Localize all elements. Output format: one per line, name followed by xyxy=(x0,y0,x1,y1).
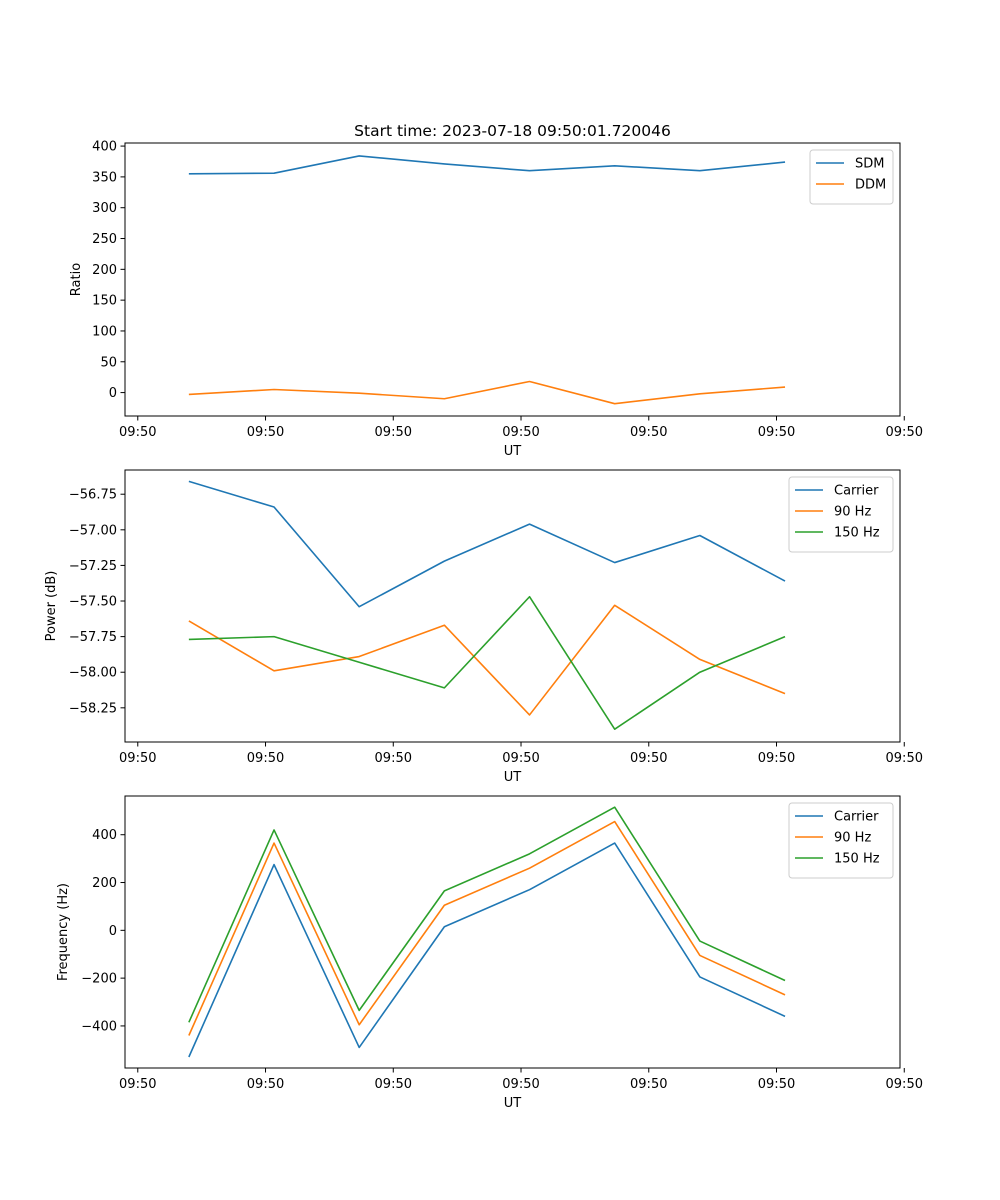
x-tick-label: 09:50 xyxy=(375,425,412,440)
chart-title: Start time: 2023-07-18 09:50:01.720046 xyxy=(354,122,671,140)
x-tick-label: 09:50 xyxy=(375,1077,412,1092)
y-tick-label: 400 xyxy=(92,828,117,843)
x-axis-label: UT xyxy=(504,770,522,785)
legend-label: DDM xyxy=(855,178,886,193)
x-tick-label: 09:50 xyxy=(886,1077,923,1092)
y-axis-label: Frequency (Hz) xyxy=(56,883,71,981)
y-tick-label: −57.00 xyxy=(69,523,117,538)
y-tick-label: 400 xyxy=(92,140,117,155)
x-tick-label: 09:50 xyxy=(247,1077,284,1092)
y-tick-label: 300 xyxy=(92,201,117,216)
x-tick-label: 09:50 xyxy=(119,751,156,766)
x-tick-label: 09:50 xyxy=(502,1077,539,1092)
legend-label: 150 Hz xyxy=(834,526,880,541)
y-tick-label: 200 xyxy=(92,876,117,891)
frequency-chart: 09:5009:5009:5009:5009:5009:5009:5009:51… xyxy=(56,795,923,1111)
axes-frame xyxy=(124,142,901,417)
x-tick-label: 09:50 xyxy=(502,425,539,440)
y-tick-label: 150 xyxy=(92,294,117,309)
legend-box xyxy=(788,802,894,879)
legend-label: Carrier xyxy=(834,810,879,825)
legend: Carrier 90 Hz 150 Hz xyxy=(788,476,894,553)
y-tick-label: −58.00 xyxy=(69,666,117,681)
legend-label: SDM xyxy=(855,157,884,172)
y-tick-label: −57.75 xyxy=(69,630,117,645)
y-tick-label: −56.75 xyxy=(69,488,117,503)
axes-frame xyxy=(124,469,901,743)
series-line-90-hz xyxy=(188,820,786,1036)
series-line-150-hz xyxy=(188,806,786,1023)
x-tick-label: 09:50 xyxy=(886,751,923,766)
series-line-sdm xyxy=(188,155,786,175)
legend: Carrier 90 Hz 150 Hz xyxy=(788,802,894,879)
y-tick-label: 100 xyxy=(92,324,117,339)
x-tick-label: 09:50 xyxy=(247,425,284,440)
x-tick-label: 09:50 xyxy=(630,1077,667,1092)
series-line-carrier xyxy=(188,842,786,1058)
x-tick-label: 09:50 xyxy=(119,1077,156,1092)
x-tick-label: 09:50 xyxy=(886,425,923,440)
y-tick-label: 0 xyxy=(109,924,117,939)
x-tick-label: 09:50 xyxy=(119,425,156,440)
series-line-150-hz xyxy=(188,595,786,730)
y-tick-label: 200 xyxy=(92,263,117,278)
y-tick-label: 50 xyxy=(100,355,117,370)
y-tick-label: −400 xyxy=(81,1019,117,1034)
x-tick-label: 09:50 xyxy=(630,751,667,766)
x-tick-label: 09:50 xyxy=(758,425,795,440)
series-line-carrier xyxy=(188,480,786,608)
legend-label: 150 Hz xyxy=(834,852,880,867)
legend-box xyxy=(788,476,894,553)
legend: SDM DDM xyxy=(809,149,894,205)
series-line-90-hz xyxy=(188,604,786,716)
x-tick-label: 09:50 xyxy=(502,751,539,766)
power-chart: 09:5009:5009:5009:5009:5009:5009:5009:51… xyxy=(44,469,923,785)
y-tick-label: 350 xyxy=(92,170,117,185)
legend-label: 90 Hz xyxy=(834,505,871,520)
y-tick-label: 0 xyxy=(109,386,117,401)
x-axis-label: UT xyxy=(504,444,522,459)
ratio-chart: 09:5009:5009:5009:5009:5009:5009:5009:51… xyxy=(69,140,923,459)
legend-label: 90 Hz xyxy=(834,831,871,846)
y-axis-label: Power (dB) xyxy=(44,571,59,642)
series-line-ddm xyxy=(188,380,786,405)
x-tick-label: 09:50 xyxy=(630,425,667,440)
x-tick-label: 09:50 xyxy=(758,1077,795,1092)
y-tick-label: −58.25 xyxy=(69,701,117,716)
y-axis-label: Ratio xyxy=(69,263,84,296)
x-tick-label: 09:50 xyxy=(758,751,795,766)
y-tick-label: −200 xyxy=(81,972,117,987)
axes-frame xyxy=(124,795,901,1069)
y-tick-label: 250 xyxy=(92,232,117,247)
x-tick-label: 09:50 xyxy=(375,751,412,766)
legend-label: Carrier xyxy=(834,484,879,499)
x-tick-label: 09:50 xyxy=(247,751,284,766)
y-tick-label: −57.50 xyxy=(69,595,117,610)
y-tick-label: −57.25 xyxy=(69,559,117,574)
x-axis-label: UT xyxy=(504,1096,522,1111)
